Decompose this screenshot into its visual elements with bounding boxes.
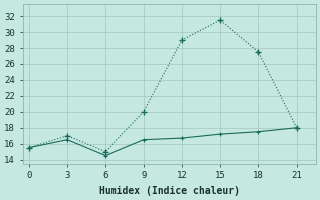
X-axis label: Humidex (Indice chaleur): Humidex (Indice chaleur) bbox=[99, 186, 240, 196]
